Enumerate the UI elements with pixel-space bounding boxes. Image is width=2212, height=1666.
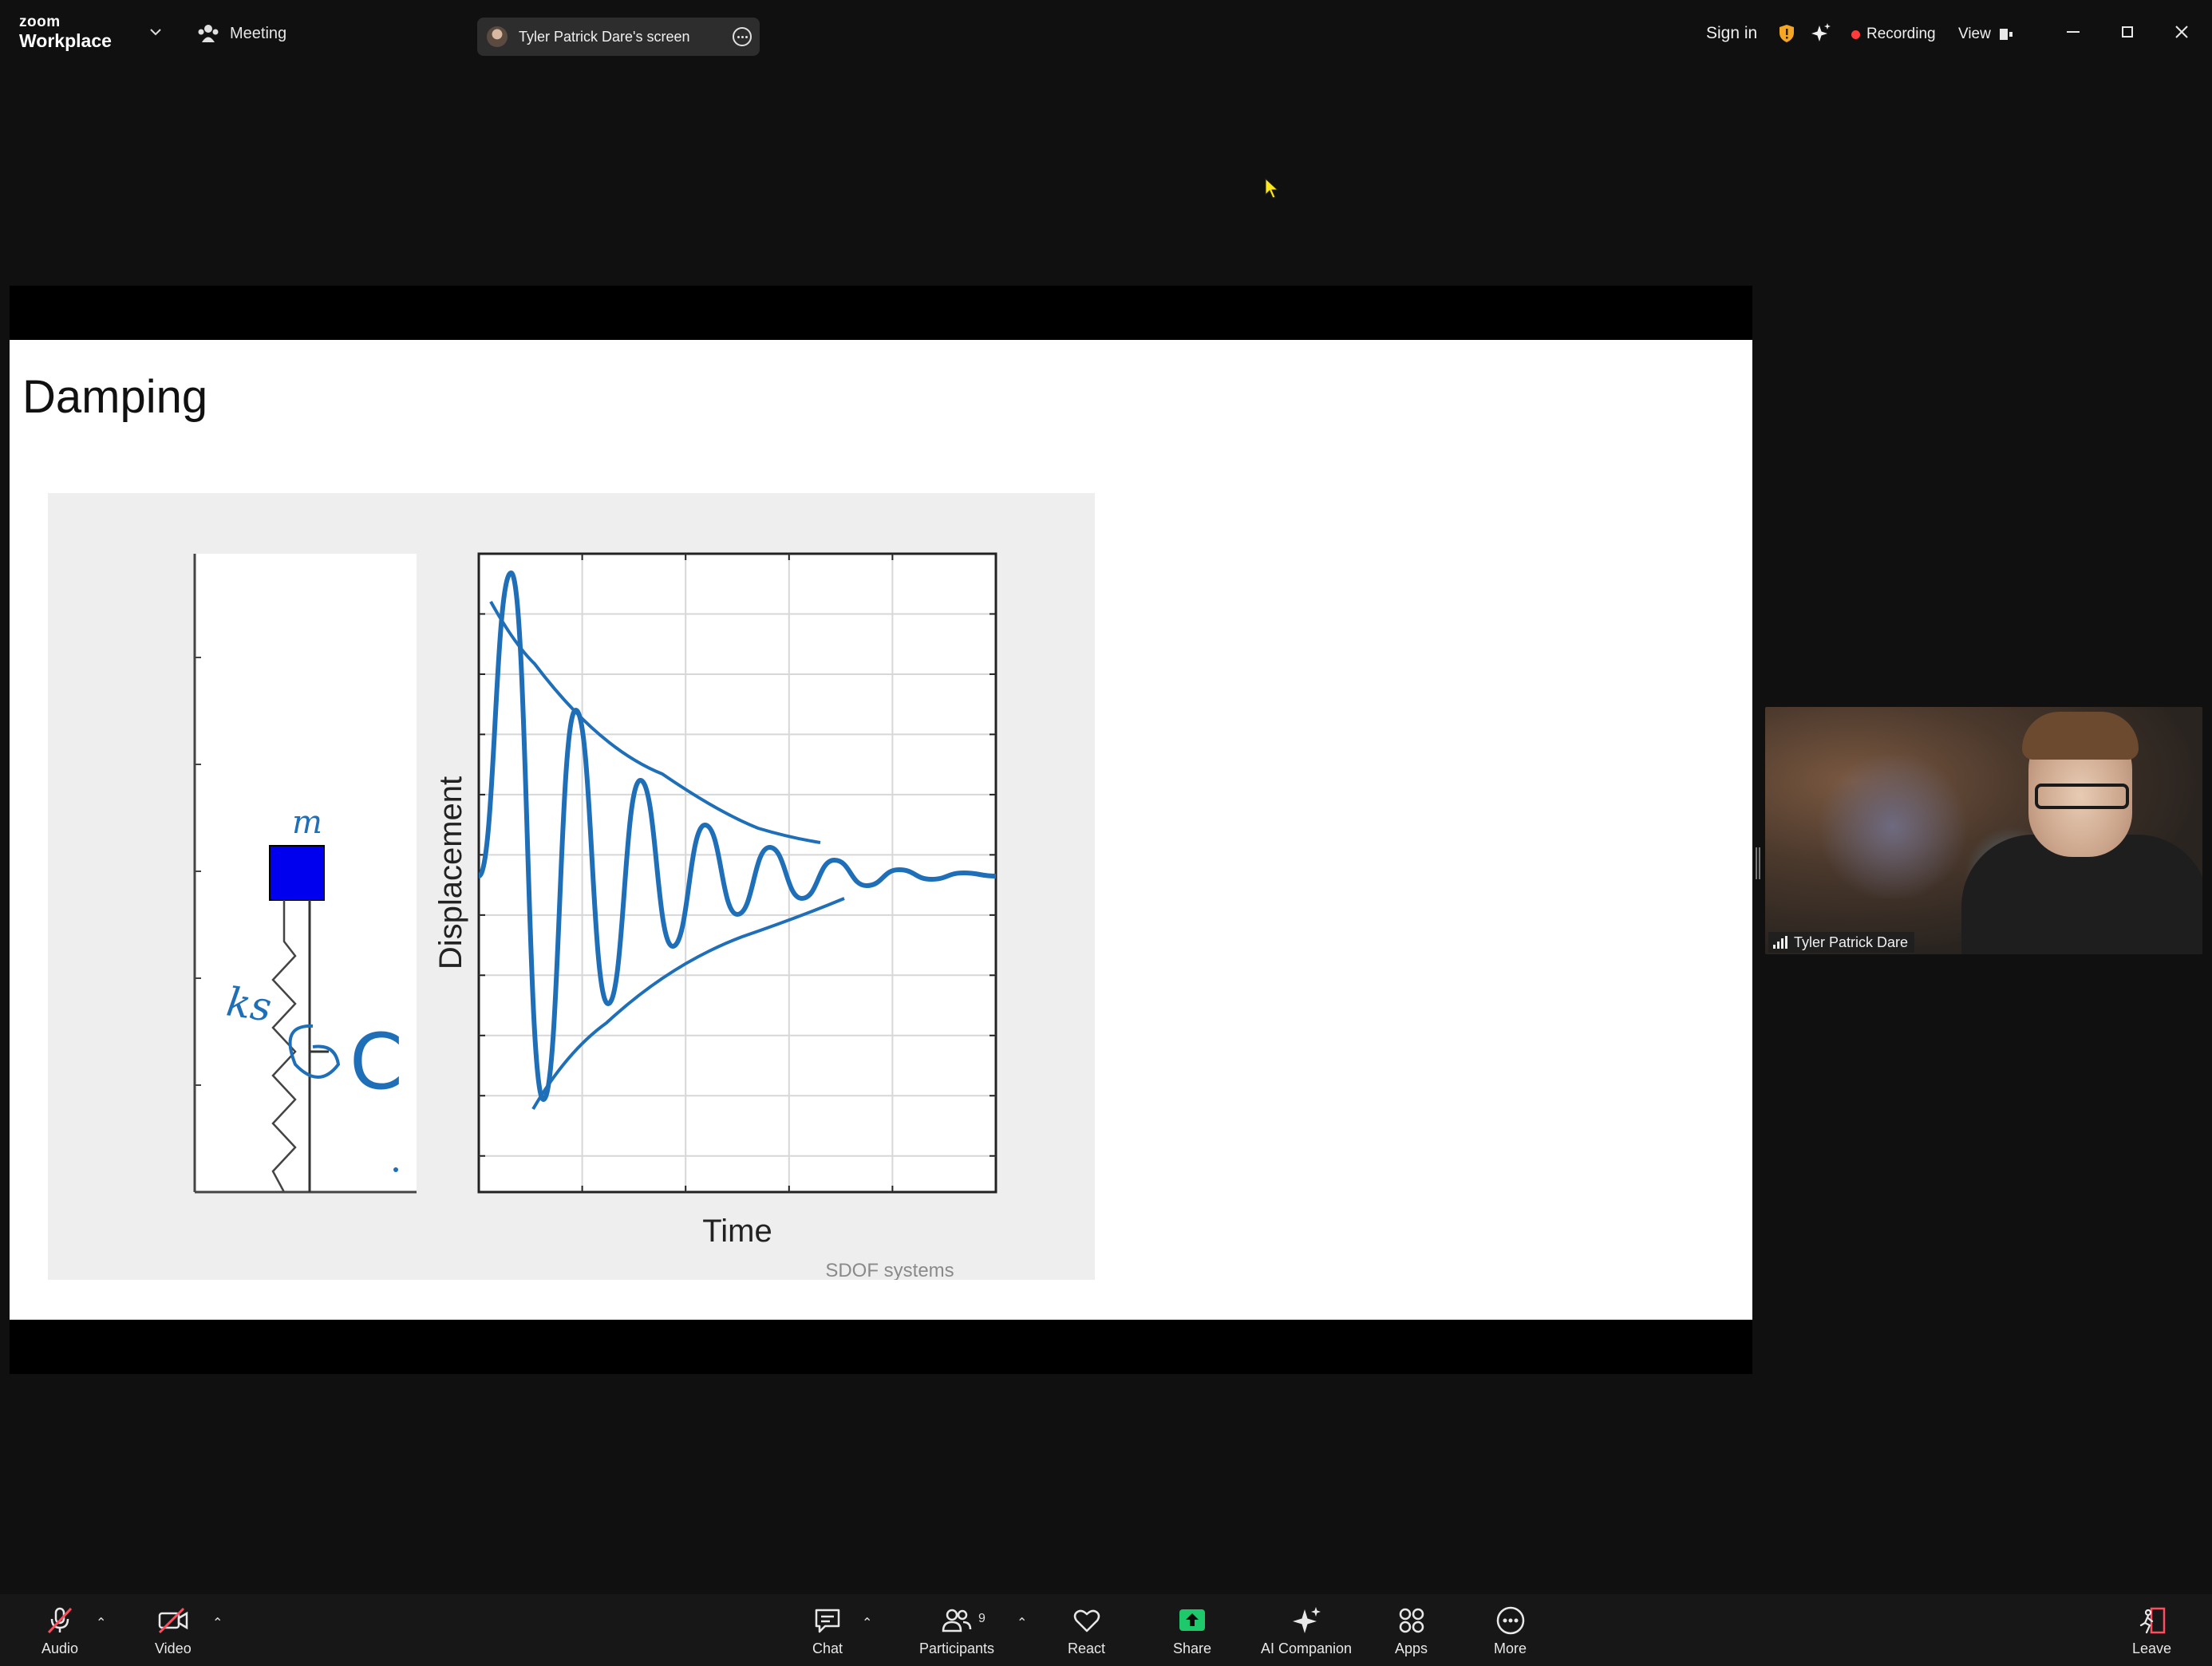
- meeting-info-button[interactable]: Meeting: [198, 24, 286, 43]
- ai-companion-label: AI Companion: [1261, 1640, 1353, 1656]
- maximize-icon[interactable]: [2116, 21, 2139, 43]
- microphone-muted-icon: [47, 1607, 73, 1634]
- figure-caption: SDOF systems: [825, 1260, 954, 1280]
- damper-annotation: C: [350, 1017, 403, 1107]
- video-camera-off-icon: [158, 1607, 188, 1634]
- audio-label: Audio: [41, 1640, 79, 1656]
- zoom-workplace-logo[interactable]: zoom Workplace: [19, 14, 112, 50]
- screen-share-label: Tyler Patrick Dare's screen: [519, 28, 690, 45]
- view-button[interactable]: View: [1958, 26, 2013, 43]
- apps-label: Apps: [1395, 1640, 1428, 1656]
- signal-strength-icon: [1773, 936, 1787, 949]
- figure-canvas: m ks C Displacement Time SDOF systems: [193, 552, 997, 1280]
- recording-label: Recording: [1866, 26, 1936, 42]
- meeting-label: Meeting: [230, 24, 287, 42]
- chat-icon: [815, 1609, 840, 1633]
- mass-block: [269, 845, 325, 901]
- plot-grid: [479, 554, 996, 1192]
- presentation-slide: Damping m ks: [10, 340, 1752, 1320]
- video-label: Video: [155, 1640, 192, 1656]
- slide-title: Damping: [22, 371, 208, 423]
- response-plot: Displacement Time SDOF systems: [433, 552, 997, 1280]
- more-options-icon[interactable]: [733, 27, 752, 46]
- mouse-cursor-icon: [1265, 177, 1279, 199]
- response-curve: [476, 570, 997, 1102]
- chat-button[interactable]: Chat: [812, 1605, 843, 1657]
- participant-name: Tyler Patrick Dare: [1794, 934, 1909, 950]
- ai-sparkle-icon[interactable]: [1810, 22, 1832, 45]
- participants-label: Participants: [919, 1640, 995, 1656]
- shield-icon[interactable]: [1778, 24, 1795, 43]
- x-axis-label: Time: [702, 1214, 772, 1249]
- audio-options-chevron-icon[interactable]: ⌃: [96, 1617, 107, 1630]
- view-layout-icon: [1999, 29, 2013, 40]
- heart-icon: [1073, 1609, 1100, 1632]
- ai-companion-icon: [1293, 1607, 1321, 1633]
- recording-indicator[interactable]: Recording: [1851, 26, 1936, 43]
- meeting-icon: [198, 25, 219, 42]
- participant-name-tag: Tyler Patrick Dare: [1768, 932, 1915, 953]
- participants-count: 9: [978, 1612, 986, 1625]
- more-label: More: [1494, 1640, 1527, 1656]
- sign-in-link[interactable]: Sign in: [1706, 24, 1758, 42]
- y-axis-label: Displacement: [433, 776, 468, 969]
- audio-button[interactable]: Audio: [41, 1605, 78, 1657]
- react-button[interactable]: React: [1068, 1605, 1105, 1657]
- video-button[interactable]: Video: [155, 1605, 192, 1657]
- panel-resize-handle[interactable]: [1756, 847, 1760, 879]
- close-icon[interactable]: [2171, 21, 2193, 43]
- screen-share-indicator[interactable]: Tyler Patrick Dare's screen: [477, 18, 760, 56]
- recording-dot-icon: [1851, 30, 1860, 39]
- chevron-down-icon[interactable]: [148, 27, 163, 37]
- participants-button[interactable]: Participants: [919, 1605, 994, 1657]
- share-screen-icon: [1179, 1609, 1206, 1631]
- avatar: [487, 26, 508, 47]
- apps-icon: [1399, 1608, 1424, 1633]
- minimize-icon[interactable]: [2062, 21, 2084, 43]
- meeting-toolbar: Audio ⌃ Video ⌃ Chat ⌃ Participants 9 ⌃: [0, 1594, 2212, 1666]
- ai-companion-button[interactable]: AI Companion: [1261, 1605, 1352, 1657]
- mass-annotation: m: [292, 804, 322, 841]
- share-label: Share: [1173, 1640, 1212, 1656]
- spring-annotation: ks: [223, 978, 274, 1030]
- title-bar: zoom Workplace Meeting Tyler Patrick Dar…: [0, 0, 2212, 62]
- brand-bottom: Workplace: [19, 30, 112, 51]
- leave-door-icon: [2139, 1607, 2165, 1634]
- share-button[interactable]: Share: [1173, 1605, 1211, 1657]
- participant-video-tile[interactable]: Tyler Patrick Dare: [1765, 707, 2202, 954]
- leave-label: Leave: [2132, 1640, 2172, 1656]
- video-options-chevron-icon[interactable]: ⌃: [212, 1617, 223, 1630]
- more-options-icon: [1496, 1606, 1524, 1635]
- view-label: View: [1958, 26, 1991, 42]
- upper-envelope: [489, 601, 821, 844]
- more-button[interactable]: More: [1494, 1605, 1527, 1657]
- leave-button[interactable]: Leave: [2132, 1605, 2171, 1657]
- react-label: React: [1068, 1640, 1106, 1656]
- brand-top: zoom: [19, 14, 61, 30]
- participants-options-chevron-icon[interactable]: ⌃: [1017, 1617, 1028, 1630]
- apps-button[interactable]: Apps: [1395, 1605, 1428, 1657]
- sdof-schematic: m ks C: [193, 554, 417, 1194]
- chat-options-chevron-icon[interactable]: ⌃: [862, 1617, 873, 1630]
- damping-figure: m ks C Displacement Time SDOF systems: [48, 493, 1095, 1280]
- lower-envelope: [531, 897, 845, 1111]
- chat-label: Chat: [812, 1640, 843, 1656]
- participants-icon: [942, 1609, 972, 1632]
- spring: [271, 900, 297, 1193]
